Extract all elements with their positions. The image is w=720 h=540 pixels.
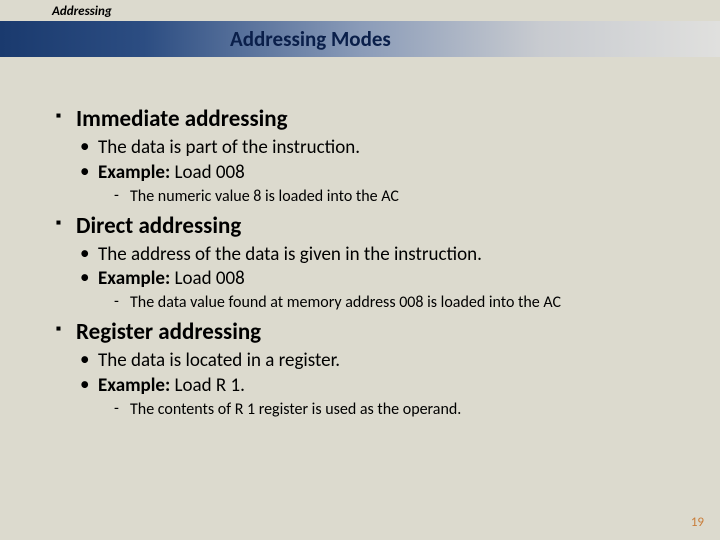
title-bar: Addressing Modes bbox=[0, 21, 720, 57]
heading: Immediate addressing bbox=[76, 105, 672, 133]
section-register: Register addressing The data is located … bbox=[76, 318, 672, 419]
section-direct: Direct addressing The address of the dat… bbox=[76, 212, 672, 313]
bullet: The data is located in a register. bbox=[98, 349, 672, 373]
slide-content: Immediate addressing The data is part of… bbox=[0, 57, 720, 419]
heading: Direct addressing bbox=[76, 212, 672, 240]
bullet: Example: Load R 1. bbox=[98, 374, 672, 398]
sub-bullet: The data value found at memory address 0… bbox=[130, 293, 672, 312]
breadcrumb: Addressing bbox=[0, 0, 720, 21]
bullet: The data is part of the instruction. bbox=[98, 136, 672, 160]
page-number: 19 bbox=[691, 515, 704, 530]
sub-bullet: The contents of R 1 register is used as … bbox=[130, 400, 672, 419]
bullet: Example: Load 008 bbox=[98, 267, 672, 291]
heading: Register addressing bbox=[76, 318, 672, 346]
section-immediate: Immediate addressing The data is part of… bbox=[76, 105, 672, 206]
slide-title: Addressing Modes bbox=[230, 26, 391, 52]
bullet: The address of the data is given in the … bbox=[98, 243, 672, 267]
sub-bullet: The numeric value 8 is loaded into the A… bbox=[130, 187, 672, 206]
bullet: Example: Load 008 bbox=[98, 161, 672, 185]
